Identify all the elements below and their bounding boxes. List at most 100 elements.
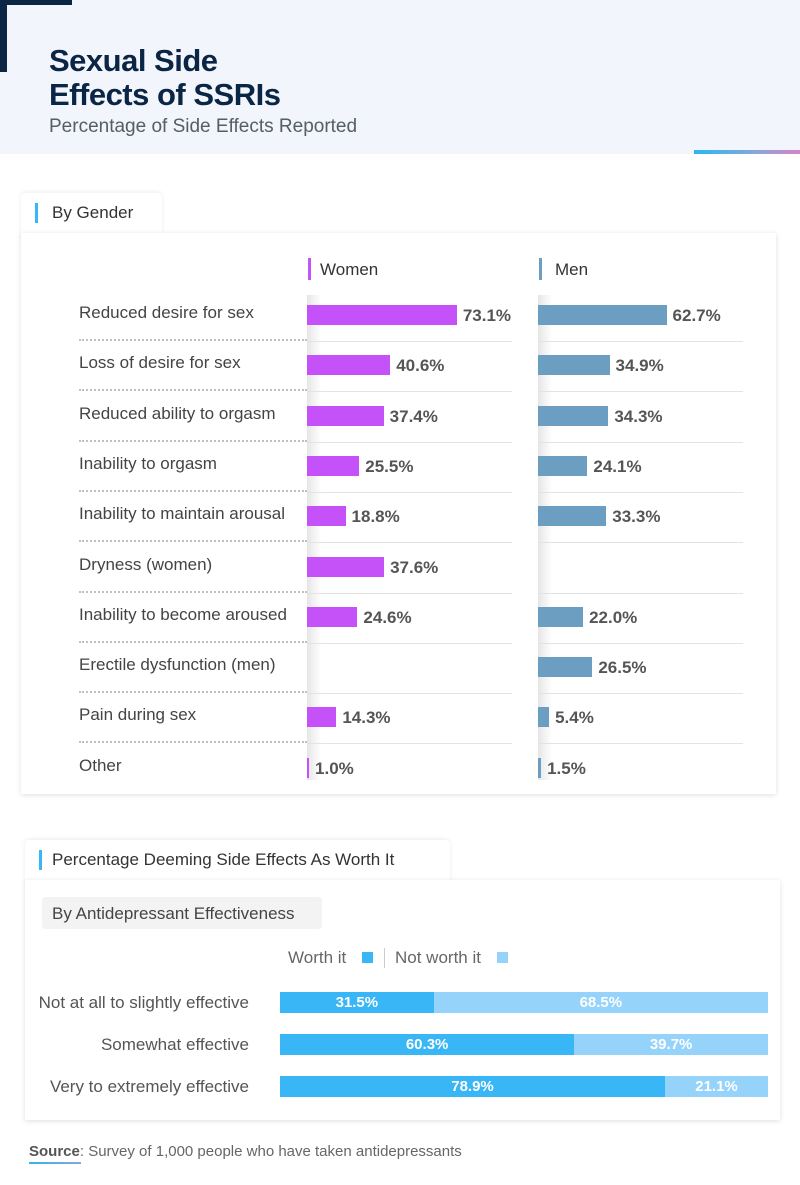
bar-worth-it: 78.9% — [280, 1076, 666, 1097]
category-label: Inability to maintain arousal — [79, 504, 286, 524]
corner-accent — [0, 0, 72, 5]
bar-women — [307, 707, 337, 728]
data-label-women: 18.8% — [351, 507, 400, 527]
title-line-2: Effects of SSRIs — [49, 77, 281, 112]
bar-women — [307, 556, 385, 577]
bar-men — [538, 707, 550, 728]
bar-men — [538, 405, 609, 426]
legend-women-label: Women — [320, 260, 379, 279]
data-label-men: 62.7% — [672, 306, 721, 325]
data-label-men: 24.1% — [593, 456, 642, 476]
row-divider — [79, 389, 307, 392]
data-label-women: 24.6% — [363, 607, 412, 627]
bar-women — [307, 405, 384, 426]
category-label: Very to extremely effective — [49, 1077, 249, 1096]
legend-not-worth-it-swatch — [497, 952, 508, 963]
data-label-women: 40.6% — [396, 356, 445, 376]
bar-worth-it: 31.5% — [280, 992, 434, 1013]
row-divider — [79, 590, 307, 593]
tab-worth-it: Percentage Deeming Side Effects As Worth… — [25, 840, 450, 886]
data-label-men: 22.0% — [589, 607, 638, 627]
legend-women-marker — [308, 258, 311, 280]
row-divider — [538, 491, 743, 493]
source-note: Source: Survey of 1,000 people who have … — [29, 1143, 462, 1160]
row-divider — [307, 642, 512, 644]
tab-worth-it-label: Percentage Deeming Side Effects As Worth… — [52, 850, 395, 869]
row-divider — [538, 441, 743, 443]
data-label-women: 1.0% — [315, 758, 354, 778]
tab-marker — [35, 203, 38, 223]
category-label: Somewhat effective — [100, 1035, 249, 1054]
category-label: Reduced desire for sex — [79, 303, 254, 322]
bar-men — [538, 606, 584, 627]
category-label: Inability to orgasm — [79, 453, 217, 473]
row-divider — [79, 640, 307, 643]
category-label: Other — [79, 755, 122, 775]
source-label: Source — [29, 1143, 80, 1160]
bar-women — [307, 606, 358, 627]
bar-men — [538, 657, 593, 678]
data-label-men: 34.9% — [615, 356, 664, 376]
category-label: Pain during sex — [79, 705, 197, 725]
page-title: Sexual Side Effects of SSRIs — [49, 44, 449, 112]
bar-not-worth-it: 68.5% — [433, 992, 768, 1013]
row-divider — [79, 691, 307, 694]
row-divider — [79, 339, 307, 341]
legend-men-label: Men — [555, 260, 589, 279]
header-banner — [0, 0, 800, 154]
bar-men — [538, 757, 542, 778]
tab-by-gender: By Gender — [21, 193, 162, 239]
legend-worth-it-label: Worth it — [288, 948, 347, 967]
bar-women — [307, 455, 360, 476]
category-label: Dryness (women) — [79, 554, 213, 574]
row-divider — [307, 592, 512, 594]
row-divider — [538, 693, 743, 695]
legend-men-marker — [539, 258, 542, 280]
bar-women — [307, 305, 457, 325]
row-divider — [307, 341, 512, 342]
row-divider — [307, 441, 512, 443]
row-divider — [79, 489, 307, 492]
tab-marker — [39, 850, 42, 870]
corner-accent — [0, 0, 7, 72]
bar-women — [307, 506, 346, 527]
row-divider — [538, 642, 743, 644]
data-label-men: 26.5% — [598, 658, 647, 678]
data-label-women: 37.6% — [390, 557, 439, 577]
row-divider — [538, 341, 743, 342]
chart-subtitle: By Antidepressant Effectiveness — [42, 897, 322, 929]
bar-men — [538, 355, 610, 376]
category-label: Inability to become aroused — [79, 604, 287, 624]
category-label: Reduced ability to orgasm — [79, 403, 276, 423]
row-divider — [307, 391, 512, 393]
data-label-men: 1.5% — [547, 758, 586, 778]
legend-not-worth-it-label: Not worth it — [395, 948, 481, 967]
category-label: Loss of desire for sex — [79, 353, 241, 373]
row-divider — [79, 439, 307, 442]
row-divider — [538, 592, 743, 594]
row-divider — [538, 391, 743, 393]
bar-men — [538, 506, 607, 527]
row-divider — [538, 743, 743, 745]
data-label-men: 33.3% — [612, 507, 661, 527]
row-divider — [307, 743, 512, 745]
bar-women — [307, 355, 391, 376]
data-label-women: 73.1% — [462, 306, 512, 325]
row-divider — [307, 491, 512, 493]
bar-not-worth-it: 21.1% — [665, 1076, 768, 1097]
category-label: Not at all to slightly effective — [38, 993, 249, 1012]
worth-it-chart-panel: By Antidepressant Effectiveness Worth it… — [25, 880, 780, 1120]
data-label-men: 34.3% — [614, 406, 663, 426]
legend-worth-it-swatch — [362, 952, 373, 963]
tab-by-gender-label: By Gender — [52, 203, 134, 222]
row-divider — [538, 542, 743, 544]
data-label-men: 5.4% — [555, 708, 594, 728]
bar-men — [538, 305, 667, 325]
bar-worth-it: 60.3% — [280, 1034, 575, 1055]
source-underline — [29, 1162, 81, 1164]
page-subtitle: Percentage of Side Effects Reported — [49, 116, 358, 137]
bar-not-worth-it: 39.7% — [574, 1034, 768, 1055]
gender-chart-panel: Women Men Reduced desire for sex 73.1% 62.… — [21, 233, 776, 794]
source-text: : Survey of 1,000 people who have taken … — [79, 1143, 462, 1160]
bar-women — [307, 757, 310, 778]
